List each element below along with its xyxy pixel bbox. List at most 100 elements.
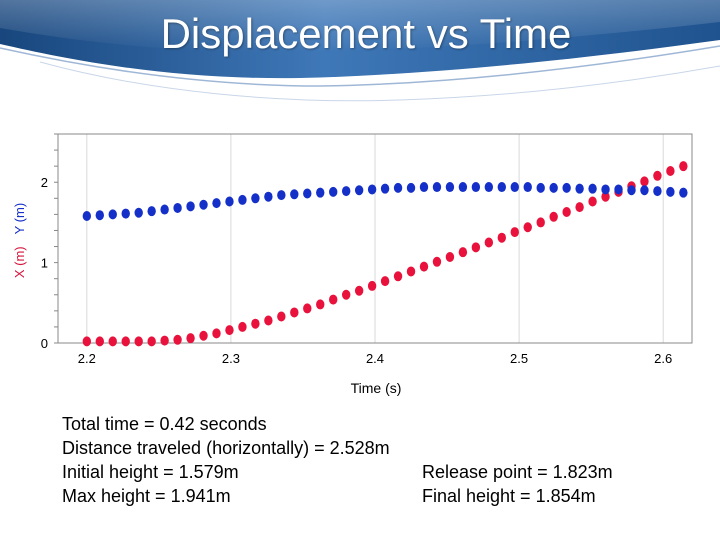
data-point bbox=[354, 185, 364, 196]
data-point bbox=[497, 182, 506, 193]
data-point bbox=[108, 336, 117, 347]
data-point bbox=[549, 211, 558, 222]
x-tick-label: 2.2 bbox=[78, 351, 96, 366]
data-point bbox=[536, 217, 545, 228]
data-point bbox=[640, 185, 649, 196]
data-point bbox=[251, 193, 260, 204]
data-point bbox=[354, 285, 364, 296]
data-point bbox=[614, 184, 623, 195]
data-point bbox=[82, 336, 92, 347]
data-point bbox=[199, 199, 208, 210]
data-point bbox=[497, 232, 506, 243]
data-point bbox=[575, 202, 584, 213]
slide-title: Displacement vs Time bbox=[160, 10, 572, 57]
data-point bbox=[173, 334, 182, 345]
data-point bbox=[160, 204, 169, 215]
data-point bbox=[225, 325, 234, 336]
data-point bbox=[290, 307, 299, 318]
data-point bbox=[640, 176, 649, 187]
data-point bbox=[523, 182, 532, 193]
data-point bbox=[277, 190, 286, 201]
data-point bbox=[95, 336, 104, 347]
series-y bbox=[82, 182, 688, 221]
y-tick-label: 1 bbox=[41, 256, 48, 271]
data-point bbox=[225, 196, 234, 207]
data-point bbox=[303, 188, 312, 199]
data-point bbox=[264, 191, 273, 202]
data-point bbox=[277, 311, 286, 322]
header-sheen bbox=[0, 0, 720, 53]
x-tick-label: 2.3 bbox=[222, 351, 240, 366]
data-point bbox=[108, 209, 117, 220]
data-point bbox=[173, 202, 182, 213]
data-point bbox=[316, 299, 325, 310]
data-point bbox=[588, 196, 597, 207]
data-point bbox=[212, 198, 221, 209]
plot-frame bbox=[57, 133, 693, 344]
data-point bbox=[290, 189, 299, 200]
data-point bbox=[562, 182, 571, 193]
data-point bbox=[536, 182, 545, 193]
data-point bbox=[238, 321, 247, 332]
stat-final-height: Final height = 1.854m bbox=[422, 486, 596, 506]
data-point bbox=[432, 256, 442, 267]
data-series bbox=[82, 161, 688, 347]
data-point bbox=[341, 289, 351, 300]
data-point bbox=[653, 170, 662, 181]
axis-ticks: 2.2 2.3 2.4 2.5 2.6 0 1 2 bbox=[41, 133, 672, 366]
data-point bbox=[367, 184, 377, 195]
stat-initial-height: Initial height = 1.579m bbox=[62, 462, 239, 482]
stat-max-height: Max height = 1.941m bbox=[62, 486, 231, 506]
data-point bbox=[458, 182, 468, 193]
data-point bbox=[575, 183, 584, 194]
data-point bbox=[393, 182, 403, 193]
x-tick-label: 2.5 bbox=[510, 351, 528, 366]
stat-distance: Distance traveled (horizontally) = 2.528… bbox=[62, 438, 390, 458]
data-point bbox=[588, 183, 597, 194]
data-point bbox=[264, 315, 273, 326]
data-point bbox=[147, 336, 156, 347]
y-axis-label-text: X (m) Y (m) bbox=[12, 203, 27, 278]
data-point bbox=[121, 336, 130, 347]
y-tick-label: 0 bbox=[41, 336, 48, 351]
data-point bbox=[199, 330, 208, 341]
data-point bbox=[393, 271, 403, 282]
data-point bbox=[653, 186, 662, 197]
x-tick-label: 2.4 bbox=[366, 351, 384, 366]
data-point bbox=[679, 187, 688, 198]
displacement-chart: 2.2 2.3 2.4 2.5 2.6 0 1 2 X (m) Y (m) Time (s) bbox=[12, 133, 693, 396]
stat-release-point: Release point = 1.823m bbox=[422, 462, 613, 482]
data-point bbox=[238, 194, 247, 205]
data-point bbox=[121, 208, 130, 219]
data-point bbox=[510, 182, 519, 193]
data-point bbox=[666, 186, 675, 197]
data-point bbox=[95, 210, 104, 221]
y-axis-label-part: X (m) bbox=[12, 246, 27, 278]
data-point bbox=[471, 242, 481, 253]
data-point bbox=[510, 227, 519, 238]
data-point bbox=[134, 207, 143, 218]
data-point bbox=[484, 182, 494, 193]
stat-total-time: Total time = 0.42 seconds bbox=[62, 414, 267, 434]
data-point bbox=[432, 182, 442, 193]
y-tick-label: 2 bbox=[41, 175, 48, 190]
data-point bbox=[329, 294, 338, 305]
data-point bbox=[406, 182, 416, 193]
header-swoosh-line bbox=[39, 61, 720, 102]
x-axis-label: Time (s) bbox=[351, 380, 402, 396]
data-point bbox=[406, 266, 416, 277]
x-tick-label: 2.6 bbox=[654, 351, 672, 366]
data-point bbox=[562, 206, 571, 217]
data-point bbox=[523, 222, 532, 233]
data-point bbox=[134, 336, 143, 347]
data-point bbox=[380, 276, 390, 287]
data-point bbox=[471, 182, 481, 193]
data-point bbox=[380, 183, 390, 194]
y-axis-label: X (m) Y (m) bbox=[12, 203, 27, 278]
header-swoosh-line bbox=[0, 45, 720, 87]
data-point bbox=[341, 186, 351, 197]
data-point bbox=[186, 201, 195, 212]
data-point bbox=[458, 247, 468, 258]
data-point bbox=[212, 328, 221, 339]
stats-panel: Total time = 0.42 seconds Distance trave… bbox=[62, 412, 682, 508]
